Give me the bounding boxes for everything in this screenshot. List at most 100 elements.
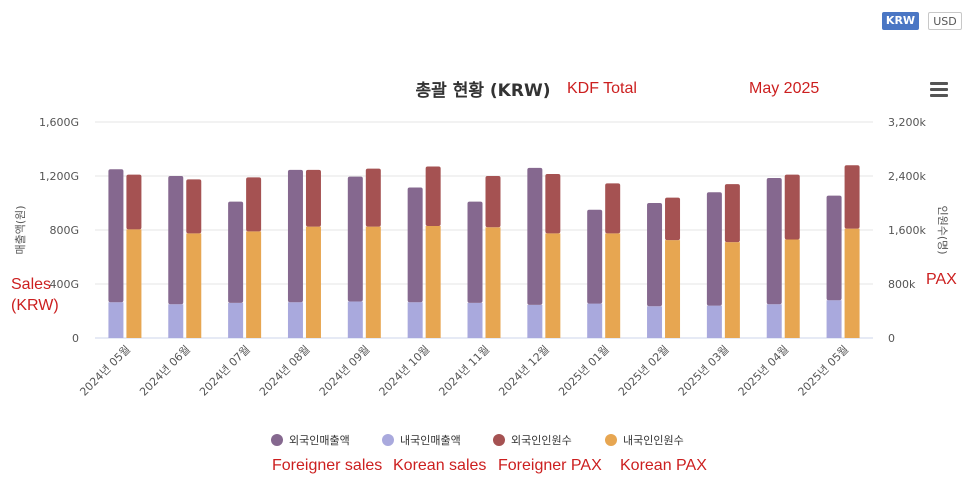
bar-korean-sales <box>287 302 303 338</box>
kdf-total-annotation: KDF Total <box>567 80 637 97</box>
x-tick-label: 2024년 12월 <box>496 343 552 399</box>
left-axis-ticks: 0 400G 800G 1,200G 1,600G <box>39 116 79 345</box>
right-tick-label: 3,200k <box>888 116 926 129</box>
left-tick-label: 800G <box>49 224 79 237</box>
x-tick-label: 2025년 02월 <box>616 343 672 399</box>
legend-label[interactable]: 외국인매출액 <box>289 434 350 447</box>
x-axis-labels: 2024년 05월 2024년 06월 2024년 07월 2024년 08월 2024… <box>77 343 851 399</box>
legend-marker[interactable] <box>271 434 283 446</box>
bar-korean-pax <box>545 233 561 338</box>
legend-en-foreigner-sales: Foreigner sales <box>272 457 383 474</box>
bar-korean-pax <box>126 229 142 338</box>
bar-korean-sales <box>766 304 782 338</box>
x-tick-label: 2024년 05월 <box>77 343 133 399</box>
legend-marker[interactable] <box>382 434 394 446</box>
left-tick-label: 400G <box>49 278 79 291</box>
legend-marker[interactable] <box>605 434 617 446</box>
sales-annotation-line2: (KRW) <box>11 297 59 314</box>
left-tick-label: 1,200G <box>39 170 79 183</box>
bar-korean-sales <box>108 302 124 338</box>
bar-foreign-pax <box>365 168 381 227</box>
bar-korean-pax <box>305 226 321 338</box>
bar-foreign-sales <box>228 201 244 303</box>
bar-korean-pax <box>665 240 681 338</box>
right-tick-label: 2,400k <box>888 170 926 183</box>
bar-foreign-pax <box>545 173 561 234</box>
bar-foreign-pax <box>485 176 501 228</box>
bar-foreign-pax <box>844 165 860 229</box>
bar-foreign-pax <box>724 184 740 243</box>
bar-korean-sales <box>647 306 663 338</box>
legend: 외국인매출액 내국인매출액 외국인인원수 내국인인원수 <box>271 434 684 447</box>
bar-korean-pax <box>186 233 202 338</box>
bar-korean-sales <box>168 304 184 338</box>
bar-korean-pax <box>844 228 860 338</box>
bar-foreign-pax <box>246 177 262 232</box>
bar-korean-pax <box>605 233 621 338</box>
left-axis-title: 매출액(원) <box>14 205 27 254</box>
bar-foreign-sales <box>706 192 722 306</box>
right-tick-label: 1,600k <box>888 224 926 237</box>
x-tick-label: 2024년 06월 <box>137 343 193 399</box>
x-tick-label: 2025년 03월 <box>676 343 732 399</box>
bar-korean-pax <box>724 242 740 338</box>
x-tick-label: 2025년 01월 <box>556 343 612 399</box>
bar-foreign-sales <box>287 169 303 303</box>
right-axis-title: 인원수(명) <box>936 205 949 254</box>
bar-foreign-pax <box>305 169 321 227</box>
bar-foreign-pax <box>186 179 202 234</box>
usd-toggle-button[interactable]: USD <box>928 12 962 30</box>
legend-label[interactable]: 내국인매출액 <box>400 434 461 447</box>
grid-lines <box>95 121 873 339</box>
bar-foreign-sales <box>647 203 663 307</box>
bar-korean-sales <box>467 302 483 338</box>
legend-label[interactable]: 내국인인원수 <box>623 434 684 447</box>
bar-foreign-sales <box>826 195 842 301</box>
bar-korean-pax <box>485 227 501 338</box>
bars <box>108 165 860 338</box>
bar-foreign-pax <box>665 197 681 241</box>
bar-korean-sales <box>587 303 603 338</box>
x-tick-label: 2025년 05월 <box>796 343 852 399</box>
bar-foreign-sales <box>108 169 124 303</box>
right-axis-ticks: 0 800k 1,600k 2,400k 3,200k <box>888 116 926 345</box>
bar-foreign-sales <box>527 167 543 305</box>
legend-marker[interactable] <box>493 434 505 446</box>
bar-foreign-pax <box>126 174 142 230</box>
chart-title: 총괄 현황 (KRW) <box>416 80 551 101</box>
bar-korean-sales <box>706 305 722 338</box>
right-tick-label: 0 <box>888 332 895 345</box>
bar-korean-sales <box>347 301 363 338</box>
legend-en-korean-pax: Korean PAX <box>620 457 707 474</box>
legend-en-korean-sales: Korean sales <box>393 457 487 474</box>
bar-korean-sales <box>407 302 423 338</box>
x-tick-label: 2024년 07월 <box>197 343 253 399</box>
pax-annotation: PAX <box>926 271 957 288</box>
bar-foreign-pax <box>784 174 800 240</box>
hamburger-menu-icon[interactable] <box>930 82 948 98</box>
bar-korean-pax <box>246 231 262 338</box>
bar-foreign-sales <box>168 176 184 305</box>
left-tick-label: 0 <box>72 332 79 345</box>
x-tick-label: 2025년 04월 <box>736 343 792 399</box>
bar-korean-pax <box>365 226 381 338</box>
bar-korean-sales <box>826 300 842 338</box>
bar-foreign-sales <box>587 209 603 304</box>
bar-foreign-sales <box>347 176 363 302</box>
legend-label[interactable]: 외국인인원수 <box>511 434 572 447</box>
bar-korean-sales <box>527 304 543 338</box>
bar-foreign-sales <box>766 178 782 305</box>
krw-toggle-button[interactable]: KRW <box>882 12 919 30</box>
legend-en-foreigner-pax: Foreigner PAX <box>498 457 602 474</box>
period-annotation: May 2025 <box>749 80 820 97</box>
right-tick-label: 800k <box>888 278 916 291</box>
bar-foreign-pax <box>425 166 441 226</box>
sales-annotation-line1: Sales <box>11 276 52 293</box>
bar-korean-pax <box>784 239 800 338</box>
bar-foreign-sales <box>407 187 423 303</box>
bar-foreign-pax <box>605 183 621 234</box>
x-tick-label: 2024년 11월 <box>436 343 492 399</box>
bar-korean-sales <box>228 302 244 338</box>
x-tick-label: 2024년 08월 <box>257 343 313 399</box>
